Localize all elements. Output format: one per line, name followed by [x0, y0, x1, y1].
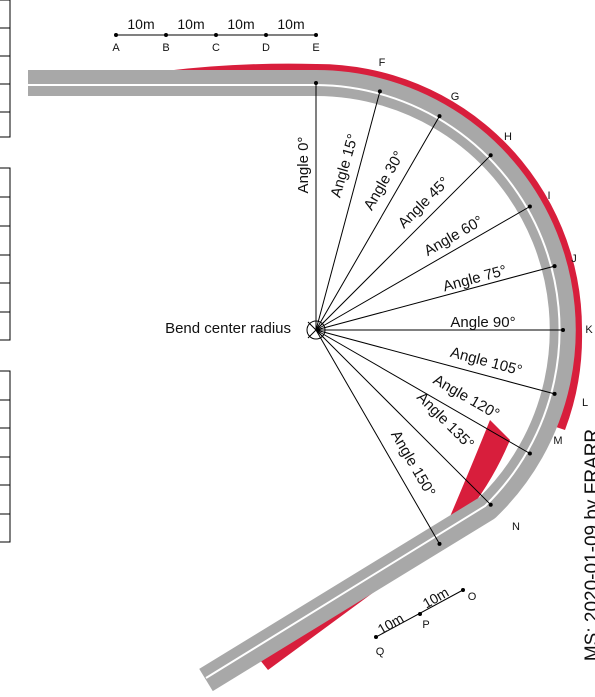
radial-endpoint-90	[561, 328, 565, 332]
radial-endpoint-75	[552, 264, 557, 269]
curve-point-n: N	[512, 521, 520, 533]
track	[28, 70, 576, 692]
radial-line-120	[315, 329, 531, 454]
margin-box-1	[0, 0, 11, 138]
bend-center-marker	[306, 320, 326, 340]
angle-label-60: Angle 60°	[421, 212, 486, 259]
curve-point-h: H	[504, 131, 512, 143]
curve-point-i: I	[547, 190, 550, 202]
track-center-line	[28, 84, 561, 679]
margin-box-ticks	[0, 27, 10, 515]
curve-point-f: F	[379, 57, 386, 69]
curve-point-labels: F G H I J K L M N	[379, 57, 594, 533]
angle-label-45: Angle 45°	[395, 174, 453, 232]
radial-endpoint-15	[377, 89, 382, 94]
radial-lines	[314, 81, 565, 546]
margin-box-2	[0, 167, 11, 341]
angle-label-0: Angle 0°	[295, 137, 312, 194]
radial-line-105	[315, 329, 555, 395]
scale-point-e: E	[312, 42, 319, 54]
radial-line-30	[315, 115, 440, 331]
scale-bottom: 10m 10m Q P O	[374, 584, 477, 658]
track-road	[28, 70, 576, 692]
radial-line-75	[315, 265, 555, 331]
radial-line-150	[315, 329, 440, 545]
radial-endpoint-30	[437, 114, 442, 119]
angle-label-105: Angle 105°	[448, 344, 523, 379]
scale-bottom-segment-2: 10m	[420, 584, 452, 611]
curve-point-k: K	[585, 324, 593, 336]
scale-top: 10m 10m 10m 10m A B C D E	[112, 16, 319, 54]
bend-center-label: Bend center radius	[165, 320, 291, 337]
scale-point-q: Q	[376, 646, 385, 658]
curve-point-g: G	[451, 91, 460, 103]
scale-point-c: C	[212, 42, 220, 54]
radial-endpoint-105	[552, 391, 557, 396]
angle-label-150: Angle 150°	[387, 428, 439, 500]
scale-top-segment-4: 10m	[277, 16, 304, 32]
angle-label-15: Angle 15°	[328, 132, 362, 199]
scale-point-b: B	[162, 42, 169, 54]
angle-label-90: Angle 90°	[450, 314, 515, 331]
scale-point-o: O	[468, 591, 477, 603]
radial-endpoint-150	[437, 541, 442, 546]
scale-point-p: P	[422, 619, 429, 631]
radial-endpoint-120	[527, 451, 532, 456]
curve-point-l: L	[582, 397, 588, 409]
scale-point-d: D	[262, 42, 270, 54]
radial-endpoint-60	[527, 204, 532, 209]
radial-endpoint-135	[488, 502, 493, 507]
scale-top-segment-3: 10m	[227, 16, 254, 32]
radial-line-135	[315, 329, 492, 506]
angle-label-75: Angle 75°	[441, 262, 508, 295]
scale-bottom-segment-1: 10m	[375, 610, 407, 637]
scale-point-a: A	[112, 42, 120, 54]
scale-top-segment-1: 10m	[127, 16, 154, 32]
angle-label-30: Angle 30°	[360, 148, 407, 213]
scale-top-segment-2: 10m	[177, 16, 204, 32]
radial-line-45	[315, 154, 492, 331]
radial-line-15	[315, 91, 381, 331]
curve-point-j: J	[571, 253, 577, 265]
radial-endpoint-45	[488, 153, 493, 158]
radial-endpoint-0	[314, 81, 318, 85]
left-margin-boxes	[0, 0, 11, 543]
bend-center: Bend center radius	[165, 320, 326, 340]
side-credit-text: MS: 2020-01-09 by FRARR	[582, 429, 595, 661]
radial-line-60	[315, 206, 531, 331]
curve-point-m: M	[553, 435, 562, 447]
